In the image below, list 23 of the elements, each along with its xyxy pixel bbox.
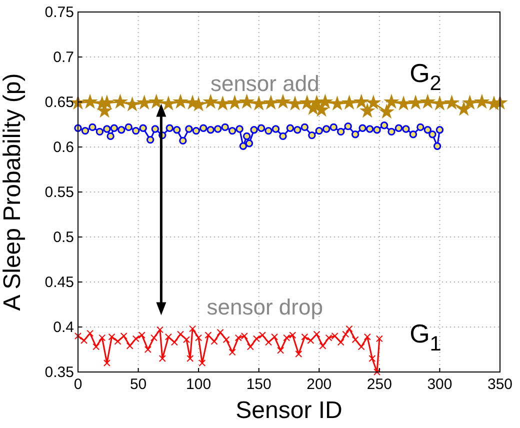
y-axis-title: A Sleep Probability (p) [0,73,26,311]
annotation: sensor drop [206,294,323,320]
annotation: G$_{1}$ [410,318,442,356]
x-tick-label: 50 [130,376,147,393]
x-tick-label: 100 [186,376,212,393]
y-tick-label: 0.4 [53,319,74,336]
x-tick-label: 0 [74,376,82,393]
x-tick-label: 350 [487,376,513,393]
y-tick-label: 0.7 [53,49,74,66]
x-tick-label: 200 [306,376,332,393]
x-tick-label: 250 [366,376,392,393]
annotation: G$_{2}$ [410,58,442,96]
y-tick-label: 0.35 [44,364,74,381]
y-tick-label: 0.65 [44,94,74,111]
x-axis-title: Sensor ID [236,397,342,424]
y-tick-label: 0.5 [53,229,74,246]
y-tick-label: 0.6 [53,139,74,156]
annotation: sensor add [210,71,320,96]
y-tick-label: 0.75 [44,4,74,21]
y-tick-label: 0.45 [44,274,74,291]
x-tick-label: 300 [427,376,452,393]
y-tick-label: 0.55 [44,184,74,201]
x-tick-label: 150 [246,376,272,393]
